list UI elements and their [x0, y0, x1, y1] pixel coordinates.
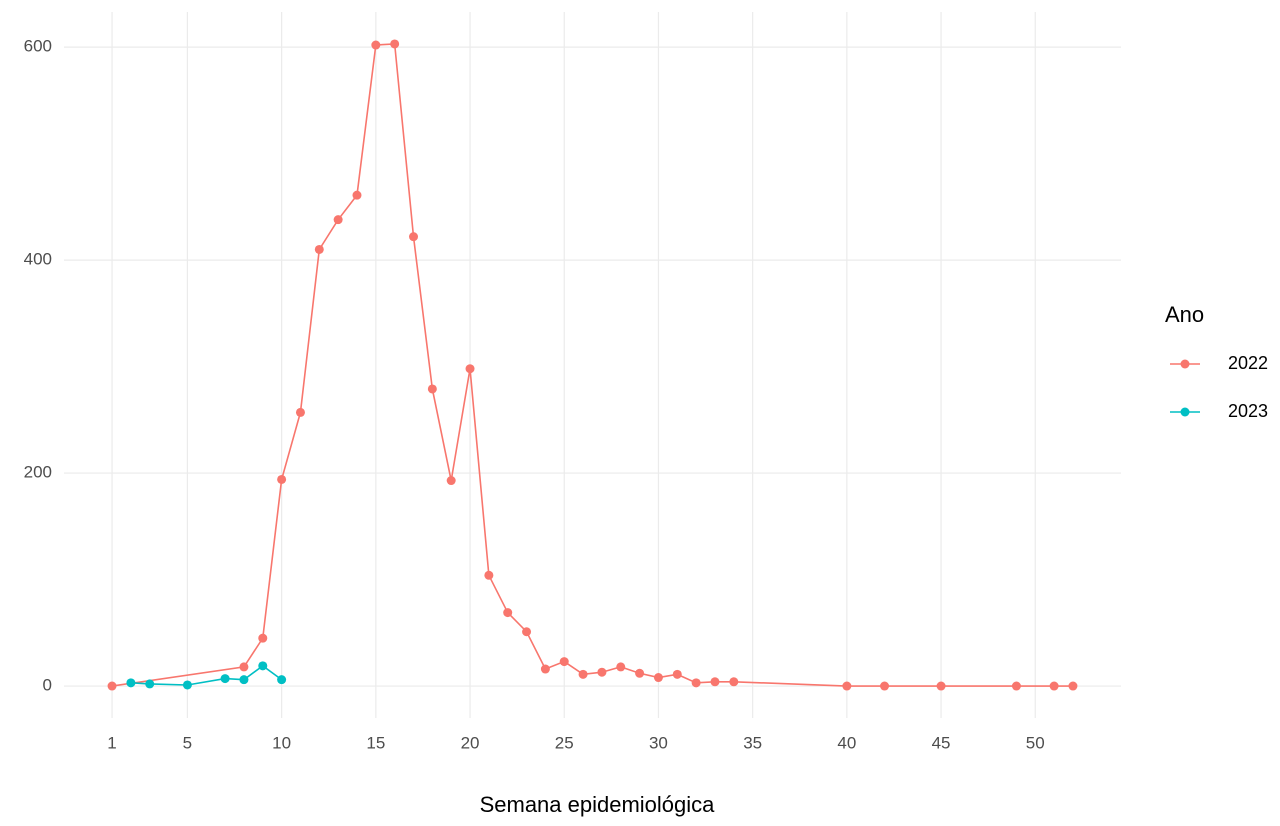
- data-point: [1068, 681, 1078, 691]
- data-point: [258, 661, 268, 671]
- x-tick-label: 35: [743, 733, 762, 752]
- data-point: [314, 244, 324, 254]
- data-point: [352, 190, 362, 200]
- x-axis-label: Semana epidemiológica: [480, 792, 716, 817]
- y-tick-label: 600: [24, 37, 52, 56]
- legend-label: 2022: [1228, 353, 1268, 373]
- data-point: [635, 668, 645, 678]
- legend-key-point: [1180, 407, 1190, 417]
- data-point: [277, 474, 287, 484]
- x-tick-label: 40: [837, 733, 856, 752]
- data-point: [672, 669, 682, 679]
- data-point: [710, 677, 720, 687]
- data-point: [258, 633, 268, 643]
- y-tick-label: 400: [24, 250, 52, 269]
- data-point: [333, 215, 343, 225]
- data-point: [390, 39, 400, 49]
- y-tick-label: 0: [43, 676, 52, 695]
- x-tick-label: 45: [932, 733, 951, 752]
- legend-title: Ano: [1165, 302, 1204, 327]
- data-point: [842, 681, 852, 691]
- data-point: [239, 675, 249, 685]
- x-tick-label: 10: [272, 733, 291, 752]
- x-tick-label: 1: [107, 733, 116, 752]
- data-point: [409, 232, 419, 242]
- data-point: [239, 662, 249, 672]
- data-point: [578, 669, 588, 679]
- data-point: [295, 407, 305, 417]
- data-point: [936, 681, 946, 691]
- data-point: [145, 679, 155, 689]
- data-point: [182, 680, 192, 690]
- data-point: [653, 673, 663, 683]
- series-line: [111, 43, 1073, 687]
- legend-key-point: [1180, 359, 1190, 369]
- data-point: [691, 678, 701, 688]
- x-tick-label: 50: [1026, 733, 1045, 752]
- data-point: [465, 364, 475, 374]
- y-tick-label: 200: [24, 463, 52, 482]
- data-point: [540, 664, 550, 674]
- data-point: [503, 608, 513, 618]
- data-point: [880, 681, 890, 691]
- data-point: [729, 677, 739, 687]
- data-point: [522, 627, 532, 637]
- data-point: [446, 476, 456, 486]
- x-tick-label: 15: [366, 733, 385, 752]
- data-point: [484, 570, 494, 580]
- data-point: [371, 40, 381, 50]
- data-point: [220, 674, 230, 684]
- data-point: [1049, 681, 1059, 691]
- data-point: [559, 657, 569, 667]
- x-tick-label: 5: [183, 733, 192, 752]
- data-point: [126, 678, 136, 688]
- x-tick-label: 30: [649, 733, 668, 752]
- x-tick-label: 20: [461, 733, 480, 752]
- data-point: [107, 681, 117, 691]
- data-point: [1011, 681, 1021, 691]
- data-point: [597, 667, 607, 677]
- data-point: [277, 675, 287, 685]
- legend-label: 2023: [1228, 401, 1268, 421]
- x-tick-label: 25: [555, 733, 574, 752]
- data-point: [427, 384, 437, 394]
- data-point: [616, 662, 626, 672]
